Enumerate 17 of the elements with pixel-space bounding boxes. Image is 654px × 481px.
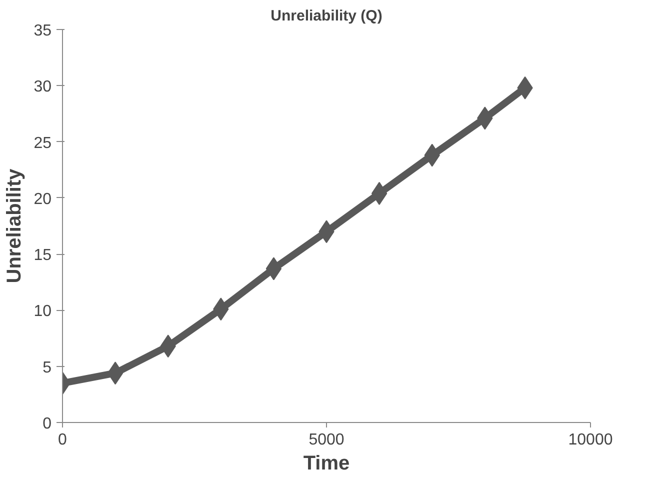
y-tick-label: 30 [34, 78, 52, 96]
y-tick-label: 20 [34, 190, 52, 208]
y-tick-label: 10 [34, 303, 52, 320]
y-tick-label: 0 [42, 416, 52, 432]
y-tick-label: 25 [34, 134, 52, 152]
x-axis-title: Time [303, 452, 350, 474]
y-tick-label: 15 [34, 247, 52, 264]
y-tick-label: 5 [42, 359, 52, 376]
point [371, 182, 388, 205]
x-tick-label: 5000 [308, 432, 344, 448]
y-axis-title: Unreliability [4, 168, 26, 284]
point [107, 362, 124, 385]
point [266, 257, 282, 280]
y-tick-label: 35 [34, 22, 52, 40]
x-tick-label: 10000 [568, 432, 613, 448]
x-tick-label: 0 [58, 432, 68, 448]
chart-title: Unreliability (Q) [270, 8, 382, 24]
